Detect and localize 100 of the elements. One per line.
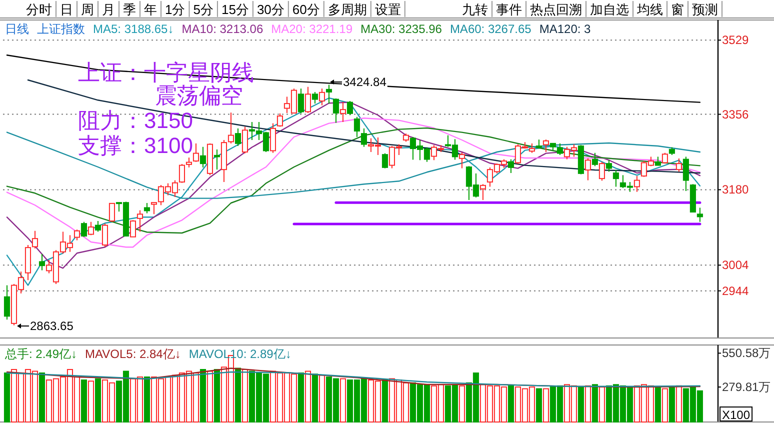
candlestick <box>80 221 88 238</box>
candlestick <box>228 112 234 144</box>
candlestick <box>346 100 353 116</box>
candlestick <box>326 84 332 104</box>
bar <box>536 388 542 422</box>
chart-subtitle: 上证指数 <box>37 22 85 36</box>
text: 九转 <box>462 2 488 17</box>
y-tick-label: 3356 <box>722 107 750 122</box>
bar <box>312 374 318 422</box>
bar <box>668 386 675 422</box>
text: MA30: 3235.96 <box>360 22 442 36</box>
candlestick <box>682 156 689 192</box>
y-tick-label: 3004 <box>722 258 750 272</box>
candlestick <box>662 152 668 164</box>
candlestick <box>458 152 465 169</box>
bar <box>458 385 465 422</box>
text: MA5: 3188.65↓ <box>93 22 174 36</box>
bar <box>4 372 10 422</box>
bar <box>584 385 591 422</box>
candlestick <box>696 207 703 222</box>
candlestick <box>214 148 220 170</box>
candlestick <box>108 202 116 222</box>
candlestick <box>242 126 248 154</box>
chart-title: 总手: 2.49亿↓ <box>4 347 78 361</box>
bar <box>318 374 325 422</box>
text: X100 <box>722 408 750 422</box>
bar <box>80 380 88 422</box>
candlestick <box>606 160 612 172</box>
annotation: 3424.84 <box>343 75 387 89</box>
candlestick <box>32 230 38 249</box>
candlestick <box>88 221 94 236</box>
text: 周 <box>81 2 94 17</box>
text: MA20: 3221.19 <box>271 22 353 36</box>
bar <box>206 370 213 422</box>
bar <box>508 385 514 422</box>
candlestick <box>130 220 136 238</box>
bar <box>662 388 668 422</box>
candlestick <box>584 158 591 181</box>
candlestick <box>382 152 388 169</box>
bar <box>676 385 682 422</box>
bar <box>340 378 346 422</box>
bar <box>578 386 584 422</box>
y-tick-label: 2944 <box>722 284 750 298</box>
text: 事件 <box>496 2 522 17</box>
bar <box>214 369 220 422</box>
candlestick <box>634 176 640 192</box>
y-tick-label: 550.58万 <box>722 346 771 360</box>
candlestick <box>270 122 276 154</box>
bar <box>598 386 605 422</box>
candlestick <box>354 116 360 138</box>
candlestick <box>360 128 367 148</box>
candlestick <box>144 202 150 214</box>
text: 季 <box>123 2 136 17</box>
candlestick <box>150 202 157 215</box>
text: 均线 <box>636 2 663 17</box>
text: 60分 <box>292 2 320 17</box>
candlestick <box>4 284 10 320</box>
bar <box>382 380 388 422</box>
line-series <box>6 371 701 387</box>
chart-title: 日线 <box>5 22 29 36</box>
y-tick-label: 279.81万 <box>722 380 771 394</box>
bar <box>298 372 304 422</box>
series-label: MAVOL5: 2.84亿↓ <box>85 347 181 361</box>
bar <box>234 368 241 422</box>
bar <box>304 370 311 422</box>
bar <box>144 376 150 422</box>
text: 1分 <box>165 2 186 17</box>
text: 窗 <box>671 2 684 17</box>
bar <box>88 380 94 422</box>
candlestick <box>676 158 682 172</box>
y-tick-label: 3180 <box>722 182 750 197</box>
candlestick <box>136 210 143 232</box>
bar <box>94 378 102 422</box>
text: 分时 <box>26 2 52 17</box>
candlestick <box>200 146 206 168</box>
candlestick <box>298 88 304 114</box>
text: MA120: 3 <box>539 22 592 36</box>
series-label: MAVOL10: 2.89亿↓ <box>188 347 292 361</box>
candlestick <box>332 98 339 124</box>
bar <box>654 386 661 422</box>
text: MA10: 3213.06 <box>182 22 264 36</box>
text: 加自选 <box>590 2 629 17</box>
candlestick <box>304 86 311 114</box>
text: MA60: 3267.65 <box>450 22 532 36</box>
annotation: 阻力：3150 <box>78 108 193 133</box>
annotation: 震荡偏空 <box>155 83 243 108</box>
bar <box>242 369 248 422</box>
candlestick <box>508 158 514 174</box>
candlestick <box>592 152 598 167</box>
candlestick <box>340 101 346 122</box>
text: 15分 <box>221 2 249 17</box>
candlestick <box>192 142 199 162</box>
text: 30分 <box>256 2 284 17</box>
text: 年 <box>144 2 157 17</box>
text: 多周期 <box>328 2 367 17</box>
candlestick <box>234 128 241 146</box>
candlestick <box>480 184 486 200</box>
annotation: 支撑：3100 <box>78 133 193 158</box>
text: 月 <box>102 2 115 17</box>
line-series <box>6 132 701 199</box>
